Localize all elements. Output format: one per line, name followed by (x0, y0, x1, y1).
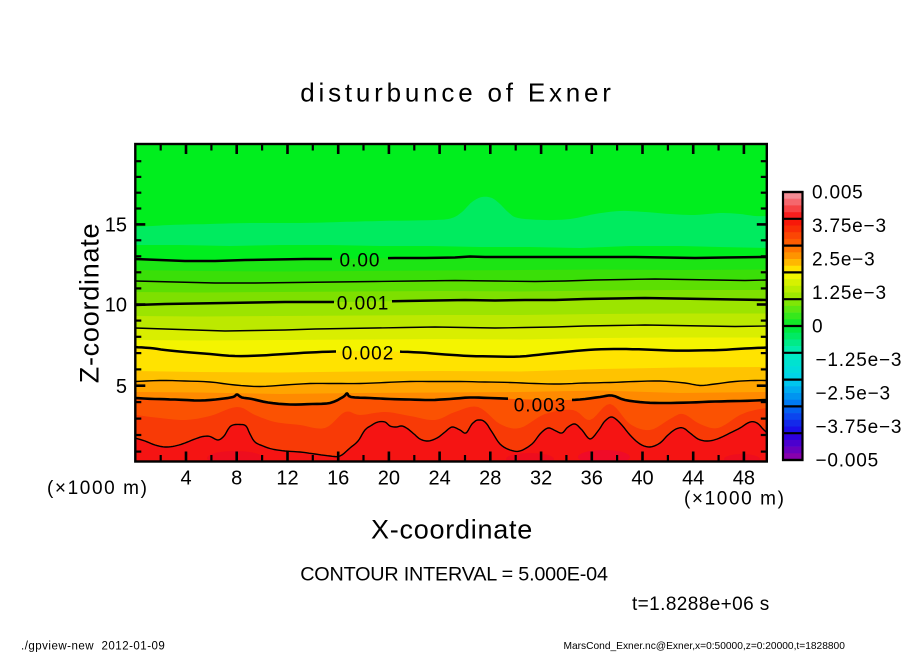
svg-text:(×1000 m): (×1000 m) (47, 478, 149, 499)
svg-text:−1.25e−3: −1.25e−3 (816, 350, 903, 371)
svg-text:0.001: 0.001 (337, 294, 390, 315)
svg-text:16: 16 (327, 468, 349, 490)
svg-text:0.005: 0.005 (812, 182, 864, 203)
svg-text:36: 36 (581, 468, 603, 490)
svg-text:1.25e−3: 1.25e−3 (812, 283, 887, 304)
svg-text:0.002: 0.002 (342, 344, 395, 365)
svg-text:0: 0 (812, 316, 823, 337)
svg-text:48: 48 (733, 468, 755, 490)
svg-text:12: 12 (276, 468, 298, 490)
svg-text:40: 40 (631, 468, 653, 490)
svg-text:CONTOUR INTERVAL = 5.000E-04: CONTOUR INTERVAL = 5.000E-04 (300, 564, 608, 586)
svg-text:disturbunce of Exner: disturbunce of Exner (300, 78, 614, 108)
svg-text:28: 28 (479, 468, 501, 490)
svg-text:Z-coordinate: Z-coordinate (75, 223, 105, 384)
svg-text:10: 10 (105, 295, 127, 317)
svg-text:t=1.8288e+06 s: t=1.8288e+06 s (632, 594, 770, 615)
svg-text:−2.5e−3: −2.5e−3 (816, 383, 891, 404)
svg-text:8: 8 (231, 468, 242, 490)
svg-text:3.75e−3: 3.75e−3 (812, 216, 887, 237)
svg-text:./gpview-new 2012-01-09: ./gpview-new 2012-01-09 (21, 641, 165, 653)
svg-text:20: 20 (378, 468, 400, 490)
svg-text:32: 32 (530, 468, 552, 490)
svg-text:X-coordinate: X-coordinate (371, 515, 533, 545)
svg-text:15: 15 (105, 215, 127, 237)
svg-text:0.003: 0.003 (514, 396, 567, 417)
svg-text:44: 44 (682, 468, 704, 490)
svg-text:5: 5 (116, 376, 127, 398)
svg-text:(×1000 m): (×1000 m) (684, 489, 786, 510)
svg-text:4: 4 (180, 468, 191, 490)
svg-text:24: 24 (428, 468, 450, 490)
svg-text:−3.75e−3: −3.75e−3 (816, 417, 903, 438)
svg-text:0.00: 0.00 (340, 250, 381, 271)
svg-text:MarsCond_Exner.nc@Exner,x=0:50: MarsCond_Exner.nc@Exner,x=0:50000,z=0:20… (564, 641, 846, 652)
svg-text:2.5e−3: 2.5e−3 (812, 249, 875, 270)
svg-text:−0.005: −0.005 (816, 450, 879, 471)
